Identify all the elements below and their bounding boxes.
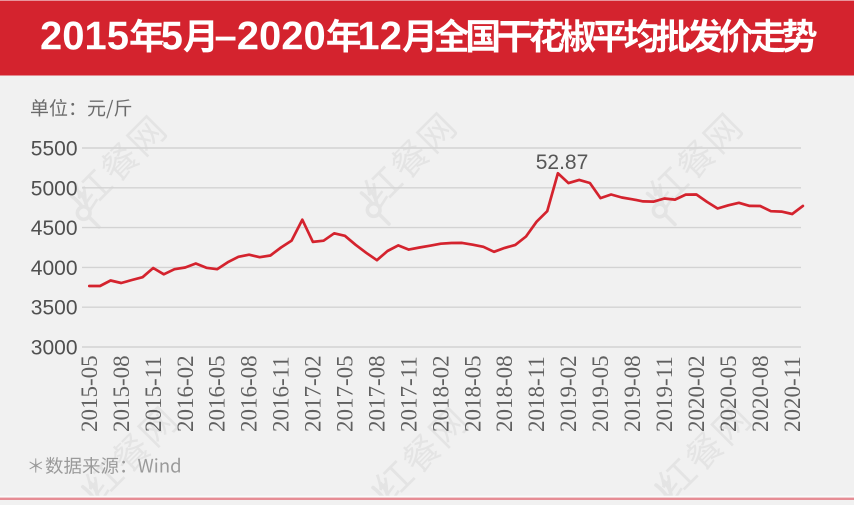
svg-text:2020-02: 2020-02 bbox=[684, 355, 709, 432]
svg-text:4000: 4000 bbox=[31, 257, 78, 280]
svg-text:3000: 3000 bbox=[31, 337, 78, 360]
svg-text:5500: 5500 bbox=[31, 138, 78, 161]
svg-text:2016-11: 2016-11 bbox=[269, 356, 294, 432]
svg-text:2016-08: 2016-08 bbox=[237, 355, 262, 432]
svg-text:2019-08: 2019-08 bbox=[620, 355, 645, 432]
svg-text:2015-11: 2015-11 bbox=[141, 356, 166, 432]
svg-text:2015-05: 2015-05 bbox=[77, 355, 102, 432]
svg-text:2017-05: 2017-05 bbox=[333, 355, 358, 432]
svg-text:2018-08: 2018-08 bbox=[492, 355, 517, 432]
svg-text:2019-11: 2019-11 bbox=[652, 356, 677, 432]
svg-text:2018-05: 2018-05 bbox=[460, 355, 485, 432]
svg-text:2020-05: 2020-05 bbox=[716, 355, 741, 432]
svg-text:2020-11: 2020-11 bbox=[780, 356, 805, 432]
svg-text:2017-11: 2017-11 bbox=[396, 356, 421, 432]
svg-text:2019-05: 2019-05 bbox=[588, 355, 613, 432]
svg-text:2019-02: 2019-02 bbox=[556, 355, 581, 432]
svg-text:3500: 3500 bbox=[31, 297, 78, 320]
svg-text:2016-05: 2016-05 bbox=[205, 355, 230, 432]
svg-text:2017-02: 2017-02 bbox=[301, 355, 326, 432]
svg-text:2016-02: 2016-02 bbox=[173, 355, 198, 432]
svg-text:5000: 5000 bbox=[31, 177, 78, 200]
svg-text:2015-08: 2015-08 bbox=[109, 355, 134, 432]
svg-text:2018-11: 2018-11 bbox=[524, 356, 549, 432]
svg-text:2020-08: 2020-08 bbox=[748, 355, 773, 432]
svg-text:2017-08: 2017-08 bbox=[365, 355, 390, 432]
svg-text:52.87: 52.87 bbox=[536, 151, 589, 174]
svg-text:4500: 4500 bbox=[31, 217, 78, 240]
svg-text:2018-02: 2018-02 bbox=[428, 355, 453, 432]
